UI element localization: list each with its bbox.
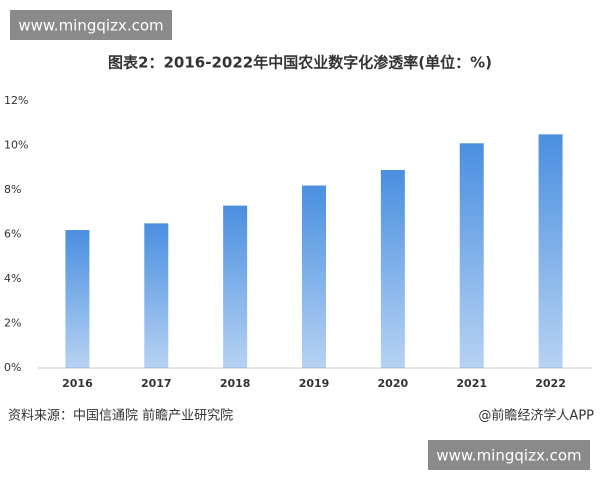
credit: @前瞻经济学人APP (478, 408, 594, 424)
y-tick-label: 2% (4, 317, 21, 330)
bar (65, 230, 90, 368)
bar (380, 169, 405, 368)
source: 资料来源：中国信通院 前瞻产业研究院 (8, 408, 233, 424)
y-tick-label: 0% (4, 361, 21, 374)
bar (459, 143, 484, 368)
x-tick-label: 2020 (378, 377, 409, 390)
watermark-box (428, 440, 590, 470)
bar (302, 185, 326, 368)
chart-title: 图表2：2016-2022年中国农业数字化渗透率(单位：%) (108, 54, 492, 72)
y-tick-label: 10% (4, 139, 28, 152)
x-tick-label: 2016 (62, 377, 93, 390)
watermark: www.mingqizx.com (436, 447, 581, 465)
y-tick-label: 8% (4, 183, 21, 196)
watermark-box (10, 10, 172, 40)
x-tick-label: 2021 (456, 377, 487, 390)
watermark: www.mingqizx.com (18, 17, 163, 35)
y-tick-label: 4% (4, 272, 21, 285)
bar (144, 223, 169, 368)
x-tick-label: 2017 (141, 377, 172, 390)
y-tick-label: 6% (4, 228, 21, 241)
x-tick-label: 2018 (220, 377, 251, 390)
x-tick-label: 2019 (299, 377, 330, 390)
bar (538, 134, 563, 368)
x-tick-label: 2022 (535, 377, 566, 390)
bar (223, 205, 248, 368)
y-tick-label: 12% (4, 94, 28, 107)
